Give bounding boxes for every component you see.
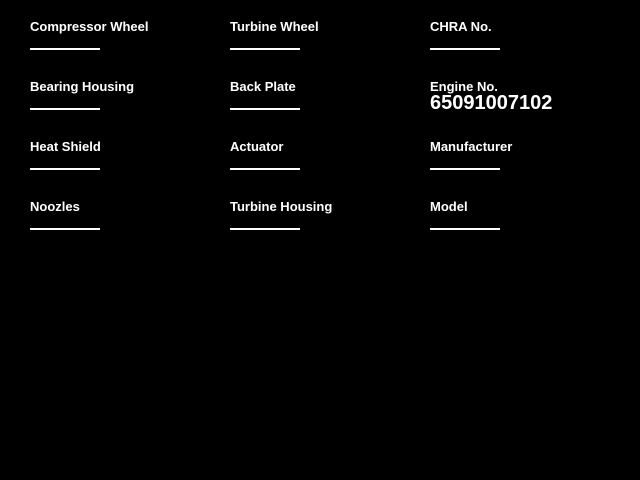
field-turbine-housing: Turbine Housing — [230, 195, 430, 255]
field-heat-shield: Heat Shield — [30, 135, 230, 195]
field-bearing-housing: Bearing Housing — [30, 75, 230, 135]
field-model: Model — [430, 195, 630, 255]
field-compressor-wheel: Compressor Wheel — [30, 15, 230, 75]
field-chra-no: CHRA No. — [430, 15, 630, 75]
field-manufacturer: Manufacturer — [430, 135, 630, 195]
noozles-input[interactable] — [30, 228, 100, 230]
field-engine-no: Engine No. 65091007102 — [430, 75, 630, 135]
chra-no-input[interactable] — [430, 48, 500, 50]
field-label: Turbine Housing — [230, 199, 333, 214]
actuator-input[interactable] — [230, 168, 300, 170]
field-label: Model — [430, 199, 468, 214]
manufacturer-input[interactable] — [430, 168, 500, 170]
engine-no-value[interactable]: 65091007102 — [430, 92, 553, 114]
compressor-wheel-input[interactable] — [30, 48, 100, 50]
field-label: Compressor Wheel — [30, 19, 149, 34]
field-label: Back Plate — [230, 79, 296, 94]
field-label: Actuator — [230, 139, 284, 154]
field-label: Turbine Wheel — [230, 19, 319, 34]
field-label: Bearing Housing — [30, 79, 135, 94]
field-actuator: Actuator — [230, 135, 430, 195]
field-turbine-wheel: Turbine Wheel — [230, 15, 430, 75]
model-input[interactable] — [430, 228, 500, 230]
field-label: Heat Shield — [30, 139, 101, 154]
back-plate-input[interactable] — [230, 108, 300, 110]
field-back-plate: Back Plate — [230, 75, 430, 135]
turbine-housing-input[interactable] — [230, 228, 300, 230]
field-label: Noozles — [30, 199, 80, 214]
field-noozles: Noozles — [30, 195, 230, 255]
turbine-wheel-input[interactable] — [230, 48, 300, 50]
parts-form: Compressor Wheel Turbine Wheel CHRA No. … — [30, 15, 630, 255]
field-label: CHRA No. — [430, 19, 492, 34]
bearing-housing-input[interactable] — [30, 108, 100, 110]
field-label: Manufacturer — [430, 139, 513, 154]
heat-shield-input[interactable] — [30, 168, 100, 170]
field-label: Engine No. — [430, 79, 498, 94]
